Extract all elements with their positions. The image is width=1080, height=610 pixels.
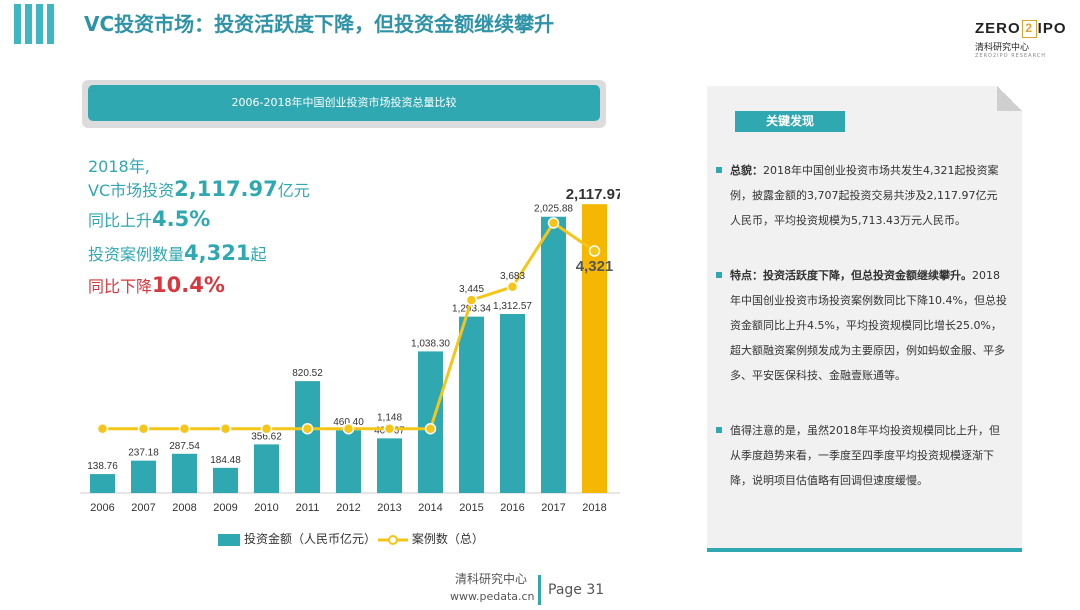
legend-line: 案例数（总） [378, 530, 484, 547]
zero2ipo-logo: ZERO 2 IPO 清科研究中心 ZERO2IPO RESEARCH [975, 20, 1067, 59]
bar-2011 [295, 381, 320, 493]
case-count-point [178, 422, 191, 435]
header-stripes [14, 4, 64, 44]
findings-panel [707, 86, 1022, 550]
panel-accent-line [707, 548, 1022, 552]
bar-value-label: 237.18 [128, 448, 159, 459]
footer-page: Page 31 [548, 582, 605, 598]
case-count-point [506, 281, 519, 293]
case-count-label: 3,683 [500, 271, 525, 282]
finding-1: 总貌：2018年中国创业投资市场共发生4,321起投资案例，披露金额的3,707… [716, 158, 1008, 233]
x-tick-label: 2014 [418, 502, 442, 514]
kpi-deal-count: 投资案例数量4,321起 [88, 241, 267, 265]
kpi-investment-growth: 同比上升4.5% [88, 207, 211, 231]
case-count-point [465, 294, 478, 306]
case-count-point [301, 422, 314, 435]
x-tick-label: 2018 [582, 502, 606, 514]
bar-value-label: 2,025.88 [534, 204, 573, 215]
page-curl-corner [997, 86, 1022, 111]
bar-value-label: 287.54 [169, 441, 200, 452]
case-count-point [137, 422, 150, 435]
kpi-year: 2018年, [88, 157, 150, 176]
bar-2008 [172, 453, 197, 493]
bar-2009 [213, 467, 238, 493]
page-title: VC投资市场：投资活跃度下降，但投资金额继续攀升 [84, 12, 555, 36]
bar-value-label: 1,293.34 [452, 304, 491, 315]
x-tick-label: 2015 [459, 502, 483, 514]
footer-org: 清科研究中心 [455, 572, 528, 586]
case-count-label: 1,148 [377, 413, 402, 424]
kpi-deal-decline: 同比下降10.4% [88, 273, 225, 297]
bullet-square-icon [716, 427, 722, 433]
bar-value-label: 356.62 [251, 431, 282, 442]
bar-2015 [459, 316, 484, 493]
x-tick-label: 2013 [377, 502, 401, 514]
case-count-point [547, 217, 560, 229]
x-tick-label: 2007 [131, 502, 155, 514]
case-count-point [588, 245, 601, 257]
investment-chart: 138.76 2006 237.18 2007 287.54 2008 184.48 2009… [80, 186, 620, 514]
bar-2017 [541, 216, 566, 493]
footer-url: www.pedata.cn [450, 590, 535, 603]
bar-value-label: 460.40 [333, 417, 364, 428]
bar-value-label: 138.76 [87, 461, 118, 472]
case-count-point [219, 422, 232, 435]
footer-divider [538, 575, 541, 605]
bar-value-label: 1,038.30 [411, 338, 450, 349]
case-count-point [260, 422, 273, 435]
chart-title-banner: 2006-2018年中国创业投资市场投资总量比较 [82, 80, 606, 128]
case-count-point [383, 422, 396, 435]
case-count-point [96, 422, 109, 435]
bar-2014 [418, 351, 443, 493]
x-tick-label: 2012 [336, 502, 360, 514]
bullet-square-icon [716, 167, 722, 173]
x-tick-label: 2016 [500, 502, 524, 514]
bar-2007 [131, 460, 156, 493]
legend-bar: 投资金额（人民币亿元） [218, 530, 376, 547]
bar-value-label: 820.52 [292, 368, 323, 379]
kpi-investment: VC市场投资2,117.97亿元 [88, 177, 310, 201]
x-tick-label: 2008 [172, 502, 196, 514]
finding-3: 值得注意的是，虽然2018年平均投资规模同比上升，但从季度趋势来看，一季度至四季… [716, 418, 1008, 493]
bar-2012 [336, 430, 361, 493]
chart-title: 2006-2018年中国创业投资市场投资总量比较 [88, 85, 600, 121]
bar-2006 [90, 474, 115, 493]
finding-2: 特点：投资活跃度下降，但总投资金额继续攀升。2018年中国创业投资市场投资案例数… [716, 263, 1008, 388]
bullet-square-icon [716, 272, 722, 278]
x-tick-label: 2010 [254, 502, 278, 514]
bar-2010 [254, 444, 279, 493]
bar-2013 [377, 438, 402, 493]
bar-value-label: 1,312.57 [493, 301, 532, 312]
findings-title: 关键发现 [735, 111, 845, 132]
bar-value-label: 184.48 [210, 455, 241, 466]
case-count-label: 4,321 [576, 258, 614, 275]
x-tick-label: 2009 [213, 502, 237, 514]
x-tick-label: 2017 [541, 502, 565, 514]
case-count-label: 3,445 [459, 284, 484, 295]
x-tick-label: 2011 [296, 502, 320, 514]
case-count-point [342, 422, 355, 435]
case-count-point [424, 422, 437, 435]
bar-2016 [500, 314, 525, 493]
x-tick-label: 2006 [90, 502, 114, 514]
bar-value-label: 2,117.97 [566, 186, 620, 203]
